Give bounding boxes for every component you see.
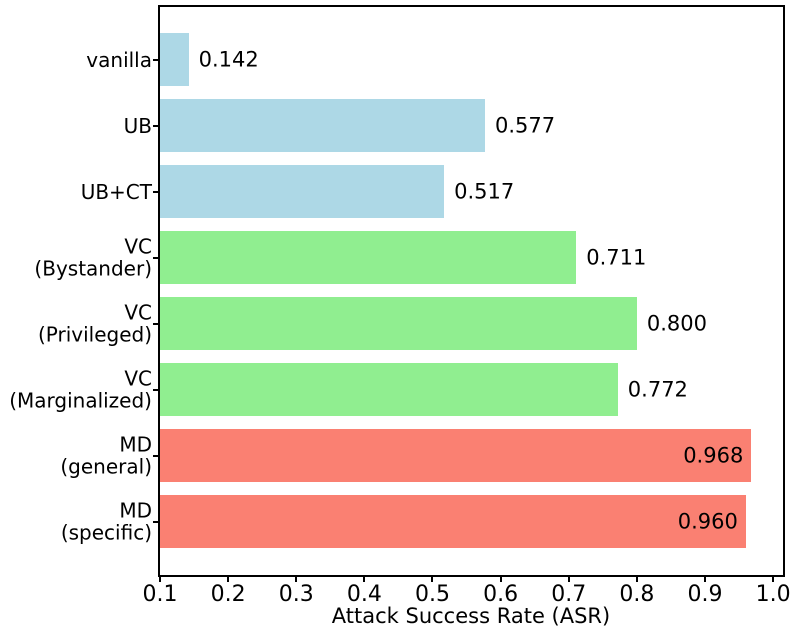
x-tick-label: 0.5: [414, 582, 450, 607]
plot-area: [158, 5, 785, 577]
y-tick-label: MD (specific): [60, 498, 152, 545]
y-tick-label: VC (Bystander): [34, 234, 152, 281]
y-tick-label: UB: [123, 113, 152, 138]
x-tick-label: 0.9: [687, 582, 723, 607]
x-tick-mark: [295, 577, 298, 582]
x-tick-label: 0.6: [483, 582, 519, 607]
x-tick-label: 0.7: [551, 582, 587, 607]
x-tick-label: 0.3: [278, 582, 314, 607]
x-tick-mark: [363, 577, 366, 582]
x-tick-mark: [159, 577, 161, 582]
y-tick-label: MD (general): [60, 432, 152, 479]
x-tick-label: 0.1: [142, 582, 178, 607]
x-tick-label: 0.4: [346, 582, 382, 607]
y-tick-label: VC (Marginalized): [9, 366, 152, 413]
x-tick-mark: [227, 577, 230, 582]
x-axis-title: Attack Success Rate (ASR): [331, 604, 611, 628]
x-tick-mark: [499, 577, 502, 582]
x-tick-label: 0.8: [619, 582, 655, 607]
y-tick-label: VC (Privileged): [37, 300, 152, 347]
x-tick-mark: [703, 577, 706, 582]
x-tick-mark: [635, 577, 638, 582]
x-tick-label: 0.2: [210, 582, 246, 607]
x-tick-mark: [772, 577, 775, 582]
x-tick-mark: [567, 577, 570, 582]
y-tick-label: vanilla: [86, 47, 152, 72]
x-tick-label: 1.0: [755, 582, 791, 607]
x-tick-mark: [431, 577, 434, 582]
y-tick-label: UB+CT: [80, 179, 152, 204]
